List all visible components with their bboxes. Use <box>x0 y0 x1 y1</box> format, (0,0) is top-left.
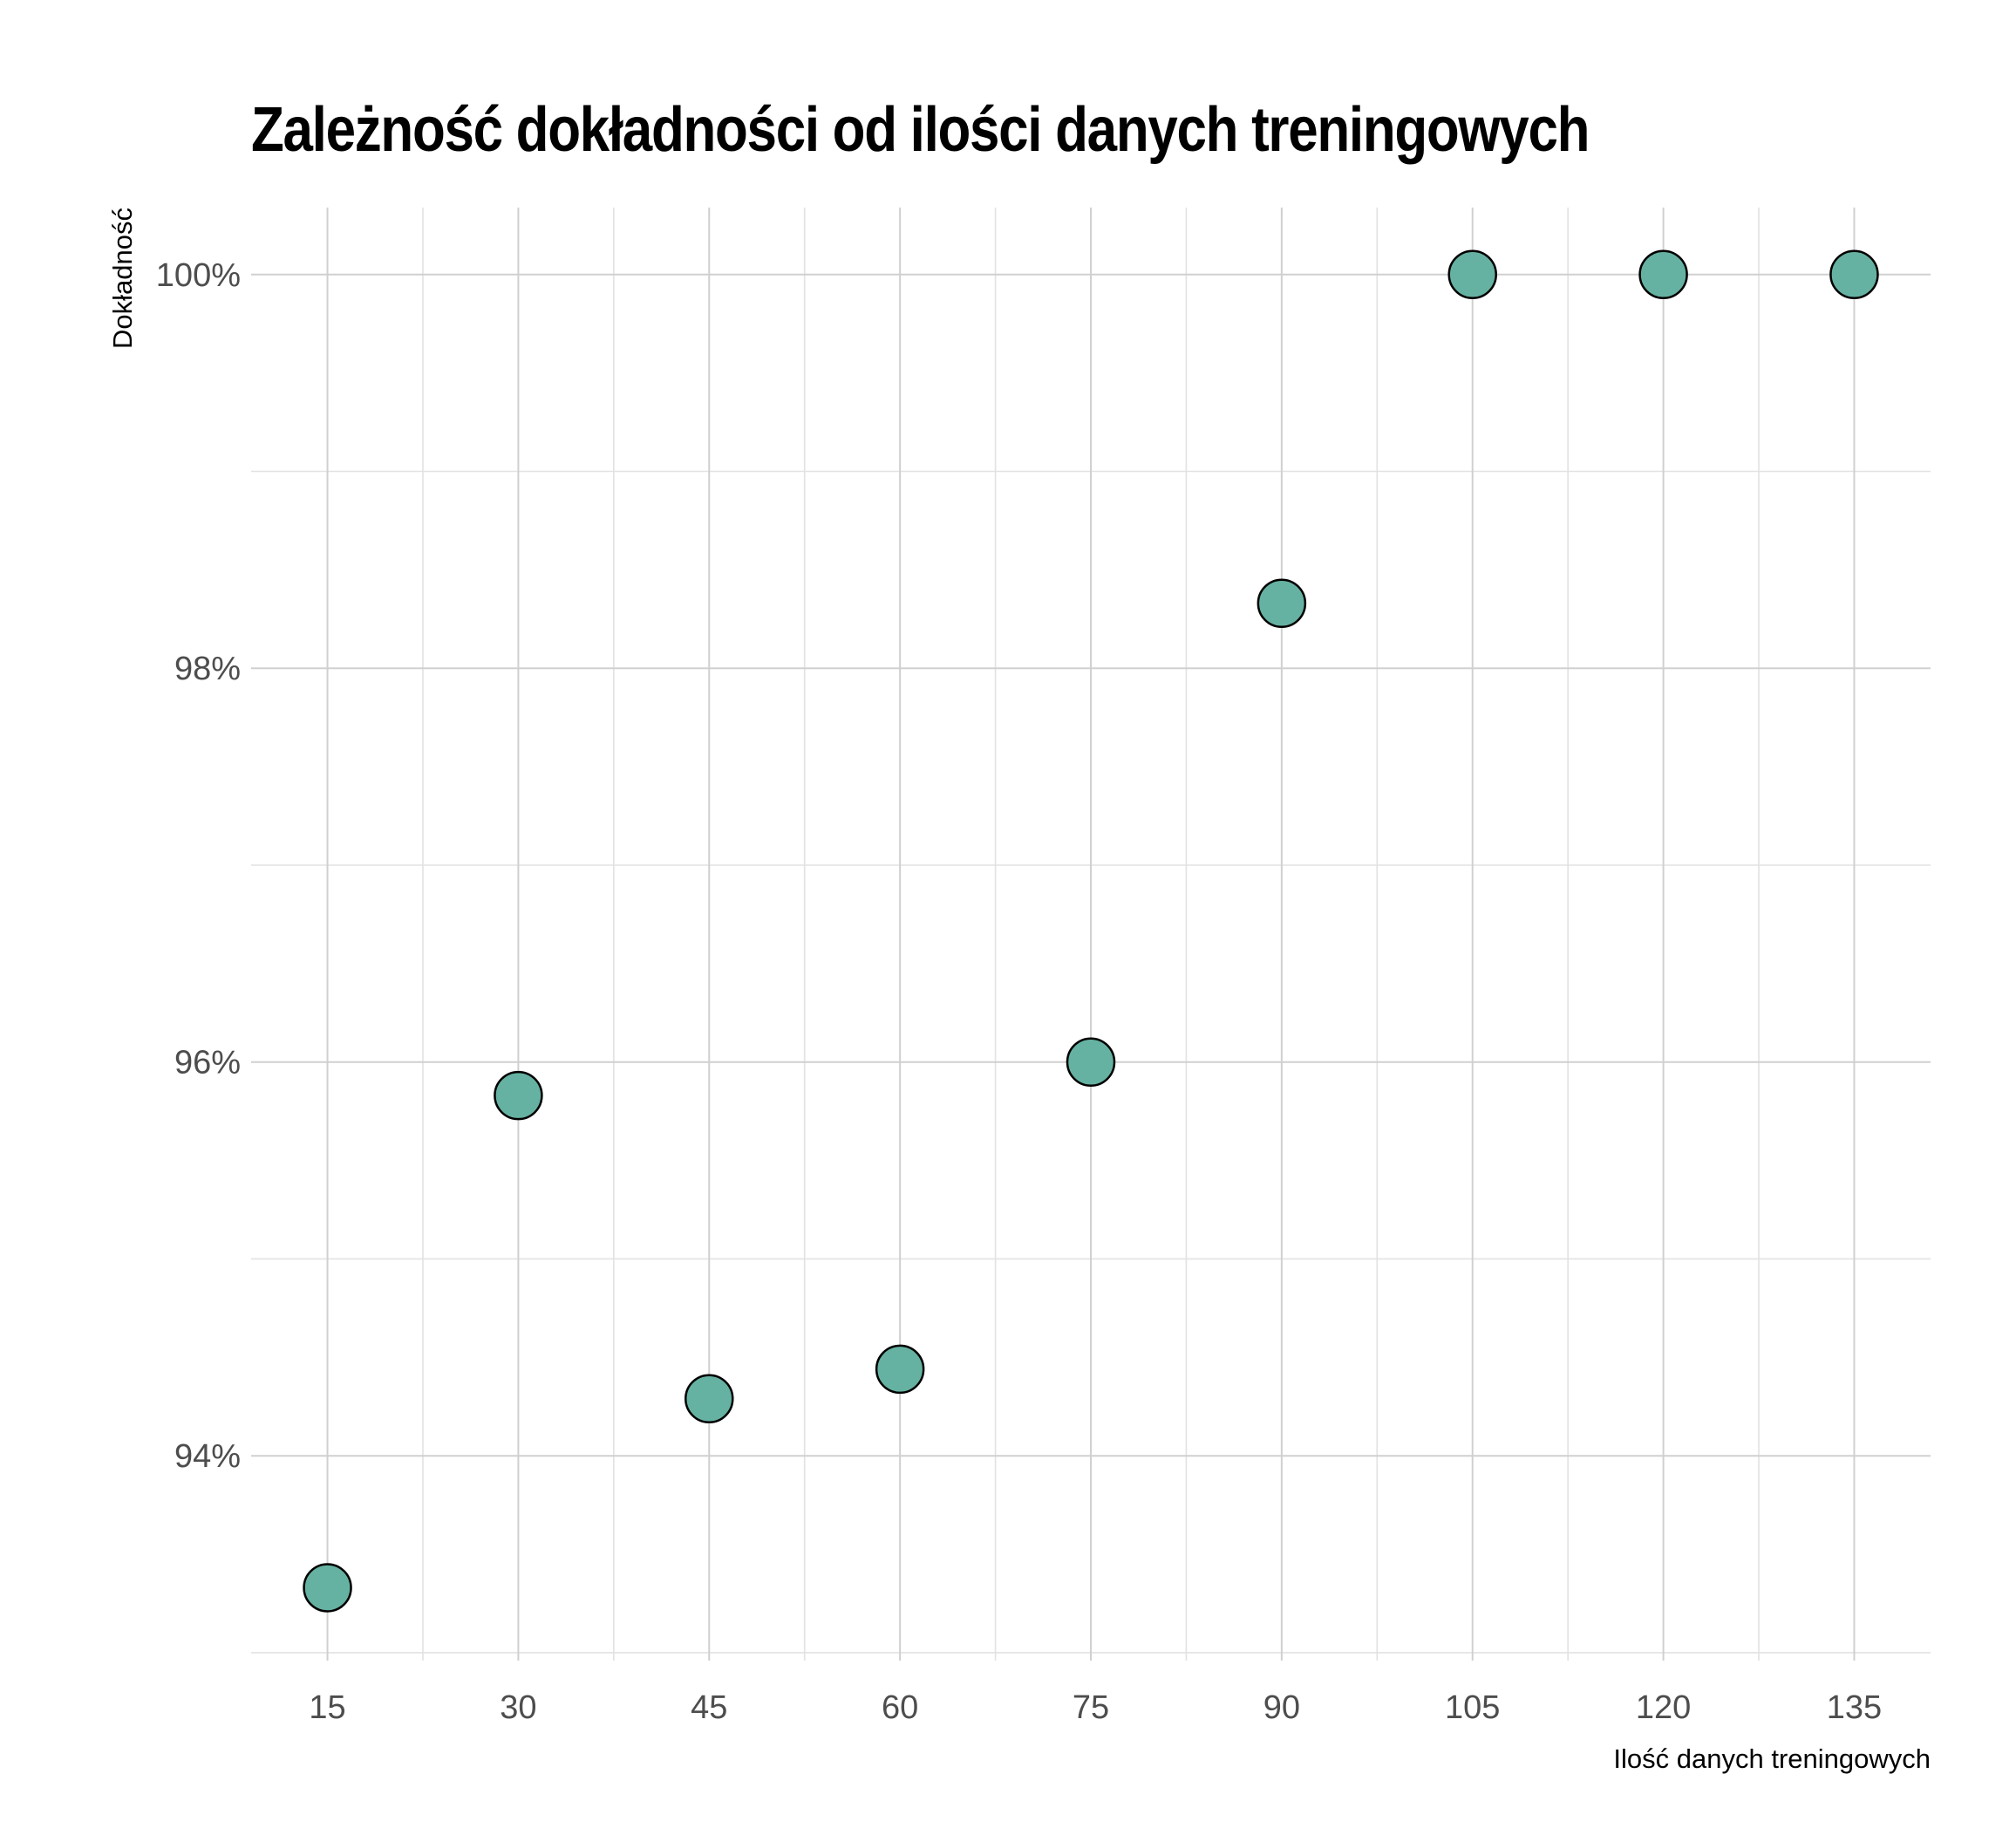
data-point <box>1829 249 1879 300</box>
x-tick-label: 90 <box>1263 1689 1300 1726</box>
x-tick-label: 75 <box>1073 1689 1109 1726</box>
x-tick-label: 45 <box>691 1689 727 1726</box>
x-tick-label: 60 <box>882 1689 918 1726</box>
y-axis-title: Dokładność <box>107 208 138 349</box>
data-point <box>1638 249 1688 300</box>
y-tick-label: 96% <box>174 1045 241 1081</box>
x-tick-label: 135 <box>1827 1689 1882 1726</box>
data-point <box>1447 249 1497 300</box>
y-tick-label: 94% <box>174 1438 241 1475</box>
data-points <box>303 249 1879 1613</box>
x-tick-label: 15 <box>309 1689 345 1726</box>
y-axis-ticks: 94% 96% 98% 100% <box>156 257 241 1475</box>
y-tick-label: 98% <box>174 651 241 687</box>
data-point <box>1066 1037 1116 1087</box>
y-tick-label: 100% <box>156 257 241 294</box>
x-tick-label: 105 <box>1445 1689 1500 1726</box>
data-point <box>303 1563 352 1613</box>
x-tick-label: 30 <box>500 1689 536 1726</box>
x-axis-title: Ilość danych treningowych <box>1613 1743 1931 1774</box>
chart-title: Zależność dokładności od ilości danych t… <box>251 95 1590 165</box>
x-axis-ticks: 15 30 45 60 75 90 105 120 135 <box>309 1689 1882 1726</box>
data-point <box>684 1374 734 1424</box>
data-point <box>1257 578 1307 628</box>
data-point <box>875 1344 925 1395</box>
major-grid <box>251 208 1931 1661</box>
x-tick-label: 120 <box>1636 1689 1691 1726</box>
data-point <box>494 1070 543 1121</box>
